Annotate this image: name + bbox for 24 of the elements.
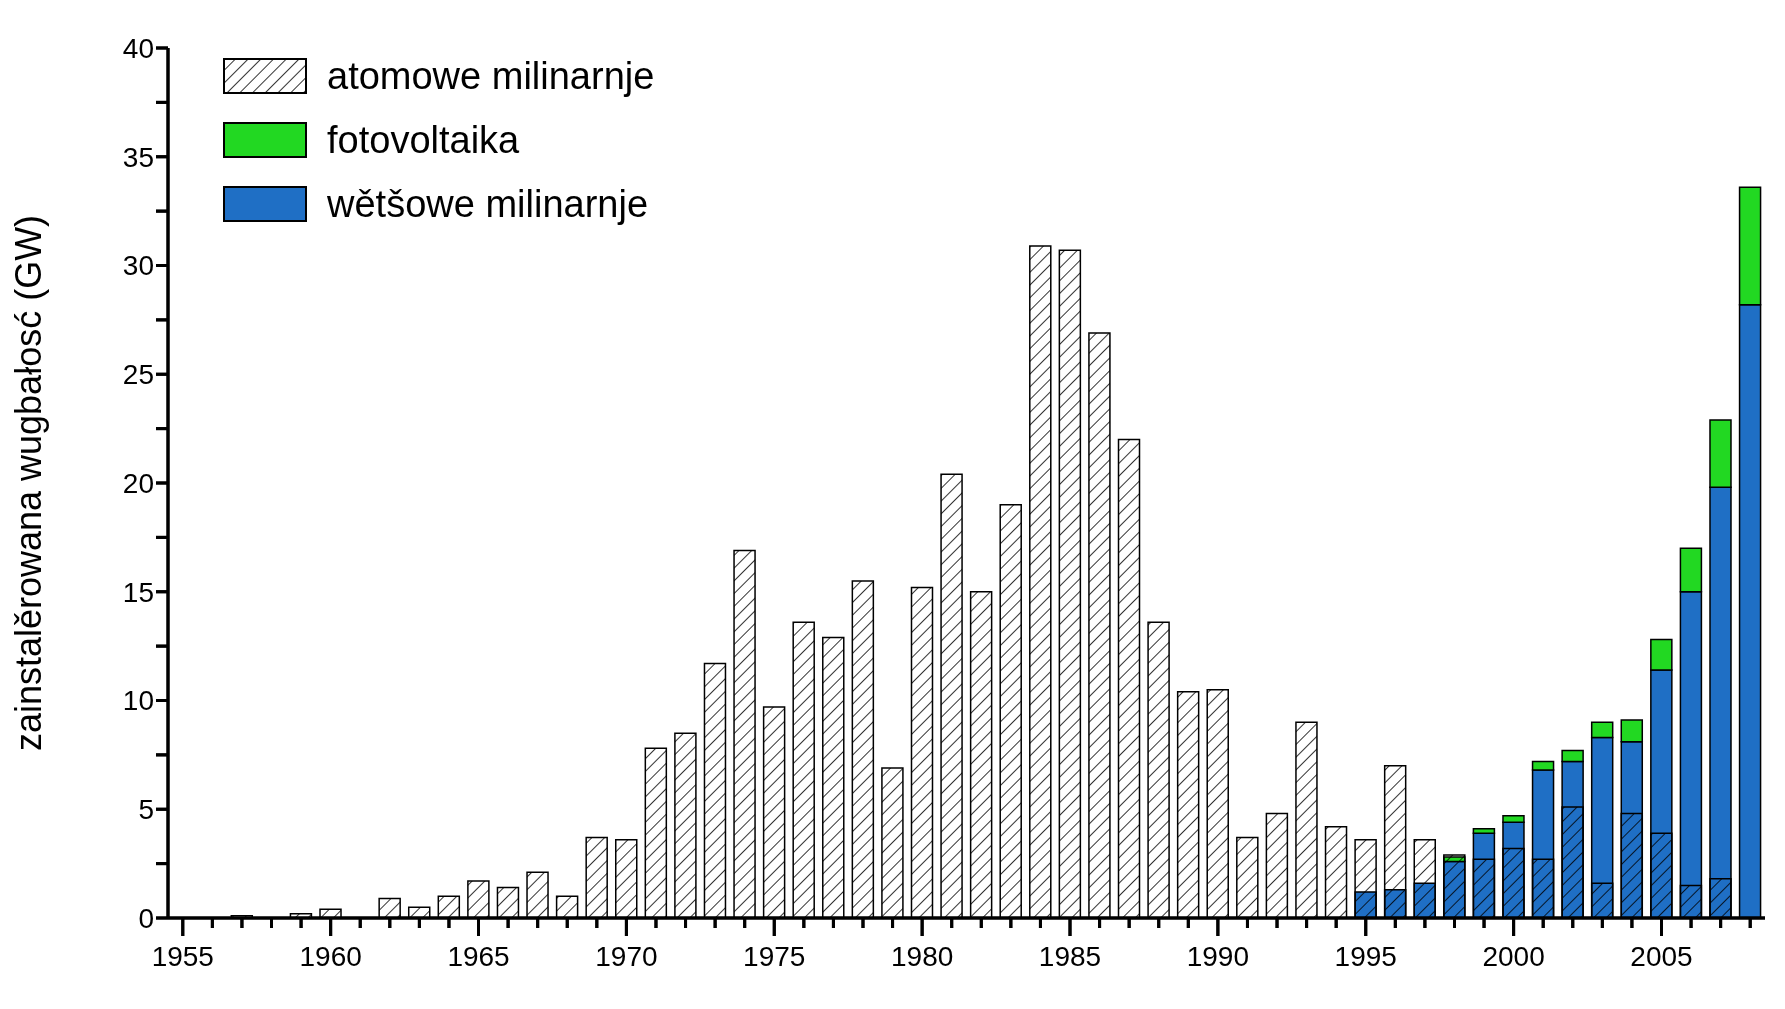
x-tick-label: 1965	[447, 941, 510, 972]
y-tick-label: 5	[138, 794, 154, 826]
legend-label: wětšowe milinarnje	[327, 182, 649, 226]
x-tick-label: 1995	[1334, 941, 1397, 972]
y-tick-label: 20	[122, 467, 154, 499]
x-tick-label: 1970	[595, 941, 658, 972]
y-tick-label: 10	[122, 685, 154, 717]
y-axis-title: zainstalěrowana wugbałosć (GW)	[7, 214, 49, 752]
legend-label: atomowe milinarnje	[327, 54, 655, 98]
x-tick-label: 1980	[890, 941, 954, 972]
x-tick-label: 2005	[1630, 941, 1693, 972]
x-tick-label: 2000	[1482, 941, 1545, 972]
y-tick-label: 25	[122, 359, 154, 391]
x-tick-label: 1975	[743, 941, 806, 972]
y-tick-label: 15	[122, 576, 154, 608]
x-tick-label: 1955	[151, 941, 214, 972]
legend-label: fotovoltaika	[327, 118, 520, 162]
x-tick-label: 1960	[299, 941, 362, 972]
x-tick-label: 1985	[1038, 941, 1102, 972]
x-tick-label: 1990	[1186, 941, 1250, 972]
y-tick-label: 0	[138, 902, 154, 934]
y-tick-label: 30	[122, 250, 154, 282]
y-tick-label: 35	[122, 141, 154, 173]
y-tick-label: 40	[122, 32, 154, 64]
